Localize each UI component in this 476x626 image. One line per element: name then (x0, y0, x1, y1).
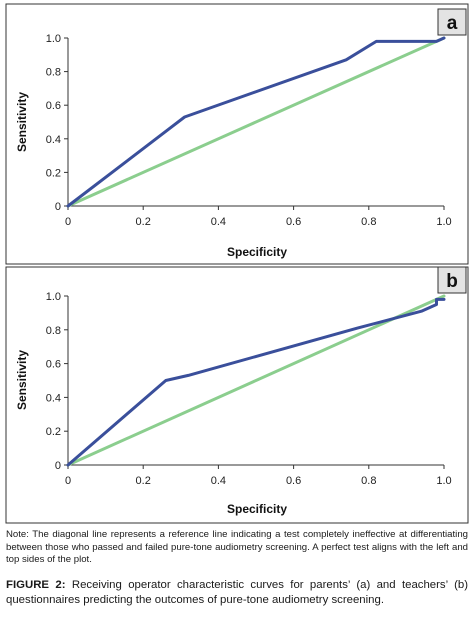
panel-b-y-tick-label: 0.4 (46, 392, 61, 404)
panel-b-tick-labels: 0 0.2 0.4 0.6 0.8 1.0 0 0.2 0.4 0.6 0.8 1.0 (46, 291, 452, 487)
panel-b-x-axis-label: Specificity (227, 502, 287, 516)
panel-a-y-tick-label: 0.4 (46, 134, 61, 146)
panel-a-x-tick-label: 0.2 (136, 216, 151, 228)
panel-a-x-tick-label: 0.6 (286, 216, 301, 228)
panel-a-roc-curve (66, 36, 446, 208)
panel-a-reference-line (66, 36, 446, 208)
panel-a-x-tick-label: 0.8 (361, 216, 376, 228)
panel-b-y-tick-label: 0.6 (46, 359, 61, 371)
panel-b-y-axis-label: Sensitivity (15, 350, 29, 410)
panel-a-label-box (437, 8, 467, 36)
panel-a-x-tick-label: 1.0 (436, 216, 451, 228)
panel-a-y-tick-label: 0.6 (46, 100, 61, 112)
panel-b-reference-line (66, 294, 446, 467)
panel-b-x-tick-label: 0.4 (211, 475, 226, 487)
panel-b-y-tick-label: 1.0 (46, 291, 61, 303)
panel-b-x-tick-label: 0.6 (286, 475, 301, 487)
panel-a-x-tick-label: 0.4 (211, 216, 226, 228)
figure-caption-text: Receiving operator characteristic curves… (6, 579, 468, 606)
panel-a-axes (64, 37, 445, 210)
panel-b-frame (5, 266, 469, 524)
panel-b-label-box (437, 266, 467, 294)
panel-a-tick-labels: 0 0.2 0.4 0.6 0.8 1.0 0 0.2 0.4 0.6 0.8 1.0 (46, 33, 452, 228)
panel-b-y-tick-label: 0 (55, 460, 61, 472)
panel-b-x-tick-label: 0.2 (136, 475, 151, 487)
panel-a-label: a (447, 13, 458, 34)
panel-b-axes (64, 295, 445, 469)
panel-a-y-tick-label: 0.2 (46, 167, 61, 179)
panel-a-y-axis-label: Sensitivity (15, 92, 29, 152)
panel-a-y-tick-label: 1.0 (46, 33, 61, 45)
panel-b-x-tick-label: 0 (65, 475, 71, 487)
panel-b: b 0 0.2 0.4 0.6 0.8 1.0 0 0.2 0.4 0.6 0.8 1.0 Speci… (5, 266, 469, 524)
panel-a-x-axis-label: Specificity (227, 245, 287, 259)
figure-caption-label: FIGURE 2: (6, 579, 66, 591)
panel-a-x-tick-label: 0 (65, 216, 71, 228)
panel-a-frame (5, 3, 469, 265)
figure-note: Note: The diagonal line represents a ref… (6, 529, 468, 566)
panel-b-y-tick-label: 0.2 (46, 426, 61, 438)
panel-b-series (66, 294, 446, 467)
panel-b-y-tick-label: 0.8 (46, 325, 61, 337)
panel-b-x-tick-label: 0.8 (361, 475, 376, 487)
panel-b-label: b (446, 271, 458, 292)
panel-a-series (66, 36, 446, 208)
roc-figure: a 0 0.2 0.4 0.6 0.8 1.0 0 0.2 0.4 0.6 0.8 1.0 Speci… (5, 3, 469, 524)
panel-a: a 0 0.2 0.4 0.6 0.8 1.0 0 0.2 0.4 0.6 0.8 1.0 Speci… (5, 3, 469, 265)
panel-a-y-tick-label: 0.8 (46, 67, 61, 79)
panel-a-y-tick-label: 0 (55, 201, 61, 213)
figure-caption: FIGURE 2: Receiving operator characteris… (6, 578, 468, 608)
panel-b-x-tick-label: 1.0 (436, 475, 451, 487)
panel-b-roc-curve (66, 297, 446, 467)
